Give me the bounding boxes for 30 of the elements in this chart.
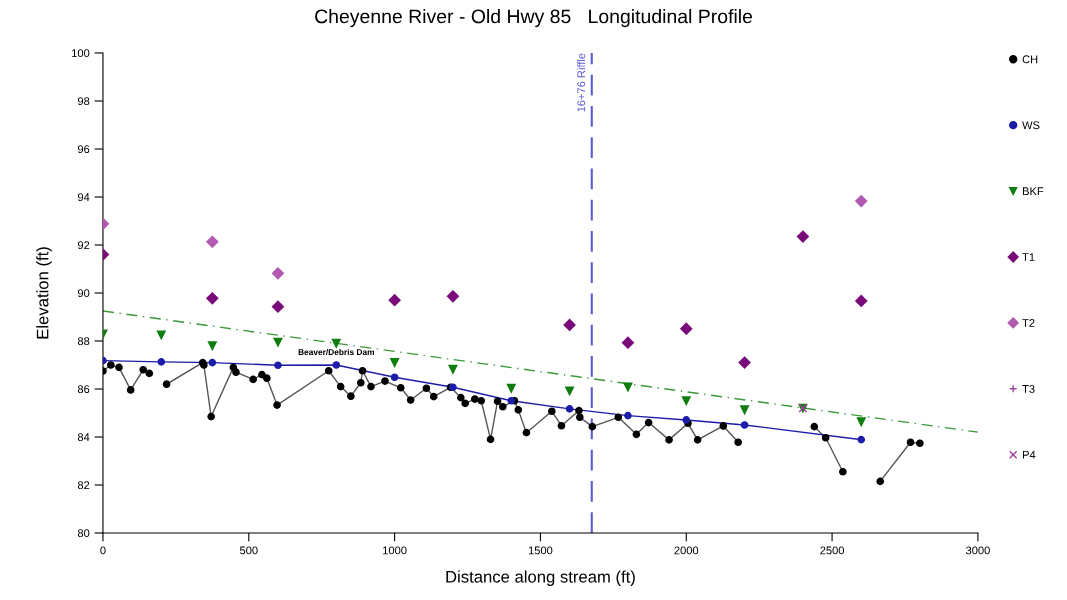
y-tick-label: 92 bbox=[77, 241, 90, 250]
y-tick-label: 96 bbox=[77, 145, 90, 154]
y-tick-label: 82 bbox=[77, 481, 90, 490]
legend-label: BKF bbox=[1023, 187, 1044, 195]
x-tick-label: 2000 bbox=[674, 546, 699, 555]
legend-label: T3 bbox=[1022, 384, 1035, 393]
x-tick-label: 3000 bbox=[965, 546, 990, 555]
legend-label: WS bbox=[1022, 121, 1040, 130]
y-tick-label: 80 bbox=[77, 529, 90, 538]
legend-label: P4 bbox=[1023, 450, 1036, 459]
y-tick-label: 86 bbox=[77, 385, 90, 394]
x-tick-label: 1500 bbox=[528, 546, 553, 555]
y-tick-label: 98 bbox=[77, 97, 90, 106]
legend-label: T2 bbox=[1022, 319, 1035, 327]
ref-line-label: 16+76 Riffle bbox=[577, 53, 586, 112]
y-tick-label: 84 bbox=[77, 433, 90, 442]
legend-label: CH bbox=[1022, 55, 1038, 64]
legend-label: T1 bbox=[1022, 253, 1035, 261]
y-tick-label: 88 bbox=[77, 337, 90, 346]
x-tick-label: 2500 bbox=[820, 546, 845, 555]
x-axis-title: Distance along stream (ft) bbox=[446, 570, 635, 586]
y-axis-title: Elevation (ft) bbox=[36, 247, 52, 339]
x-tick-label: 500 bbox=[239, 546, 258, 555]
annotation: Beaver/Debris Dam bbox=[298, 348, 374, 356]
x-tick-label: 1000 bbox=[383, 546, 407, 555]
y-tick-label: 90 bbox=[77, 289, 90, 298]
chart-title: Cheyenne River - Old Hwy 85 Longitudinal Profile bbox=[315, 9, 753, 28]
y-tick-label: 100 bbox=[72, 49, 90, 58]
y-tick-label: 94 bbox=[77, 193, 90, 202]
x-tick-label: 0 bbox=[100, 546, 106, 555]
